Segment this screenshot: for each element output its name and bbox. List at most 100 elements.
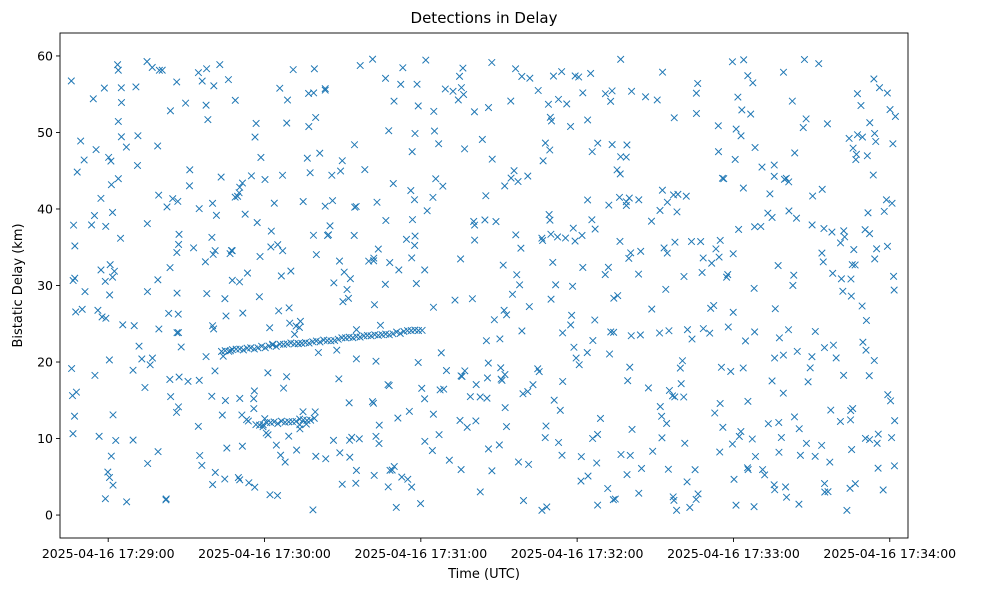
detection-point [572,354,580,362]
detection-point [853,90,862,98]
detection-point [664,465,673,473]
detection-point [456,255,465,263]
detection-point [117,84,125,92]
detection-point [890,286,898,294]
detection-point [818,249,826,257]
detection-point [421,437,429,446]
detection-point [414,102,422,110]
detection-point [849,404,857,413]
detection-point [208,392,216,400]
detection-point [132,83,140,91]
detection-point [593,430,602,439]
detection-point [146,361,154,369]
detection-point [305,122,313,131]
detection-point [734,93,742,101]
detection-point [385,381,393,390]
detection-point [261,175,269,184]
detection-point [740,56,748,64]
detection-point [596,414,605,423]
detection-point [114,175,123,183]
detection-point [117,133,126,141]
detection-point [508,290,517,298]
detection-point [802,439,811,448]
detection-point [718,174,727,182]
detection-point [228,276,236,284]
detection-point [884,391,892,399]
detection-point [162,496,170,504]
detection-point [671,393,679,401]
x-axis: 2025-04-16 17:29:00 2025-04-16 17:30:00 20… [42,538,956,561]
detection-point [67,364,76,373]
detection-point [290,330,299,338]
detection-point [198,77,206,85]
detection-point [407,483,416,491]
detection-point [637,247,645,255]
detection-point [80,156,88,164]
detection-point [524,387,532,396]
detection-point [692,495,700,504]
detection-point [784,326,793,334]
detection-point [887,433,896,442]
detection-point [343,285,351,294]
detection-point [177,343,185,351]
detection-point [802,115,810,123]
detection-point [323,231,332,240]
detection-point [605,350,614,358]
detection-point [296,425,304,433]
detection-point [673,208,681,216]
detection-point [515,281,524,289]
detection-point [277,272,286,280]
detection-point [233,192,242,200]
detection-point [853,131,862,139]
detection-point [626,451,634,460]
detection-point [796,451,805,459]
detection-point [839,287,847,295]
detection-point [107,452,115,460]
detection-point [591,316,599,324]
detection-point [569,224,577,232]
detection-point [839,371,848,379]
detection-point [352,202,360,211]
chart-title: Detections in Delay [411,9,558,27]
detection-point [110,267,119,275]
detection-point [497,364,505,372]
detection-point [687,237,696,246]
detection-point [394,414,402,422]
detection-point [105,473,114,482]
detection-point [122,498,131,506]
detection-point [276,84,284,92]
detection-point [478,135,486,144]
detection-point [375,421,383,429]
detection-point [605,201,613,209]
detection-point [259,421,267,429]
detection-point [665,386,674,395]
detection-point [649,447,657,455]
detection-point [309,231,318,239]
detection-point [386,258,394,267]
detection-point [356,61,364,70]
detection-point [806,364,814,372]
detection-point [407,186,415,195]
detection-point [852,150,861,158]
detection-point [529,381,537,389]
detection-point [821,488,829,496]
detection-point [165,309,173,317]
detection-point [735,432,743,441]
detection-point [688,335,696,343]
detection-point [751,143,759,152]
detection-point [430,127,439,135]
y-tick-label: 60 [37,48,53,63]
detection-point [112,436,120,445]
detection-point [198,461,206,470]
detection-point [459,90,468,99]
detection-point [352,466,361,475]
detection-point [384,483,392,491]
detection-point [223,444,231,452]
detection-point [676,364,684,372]
detection-point [608,140,616,149]
detection-point [370,301,379,309]
detection-point [510,167,518,175]
detection-point [782,174,790,182]
detection-point [609,328,618,336]
